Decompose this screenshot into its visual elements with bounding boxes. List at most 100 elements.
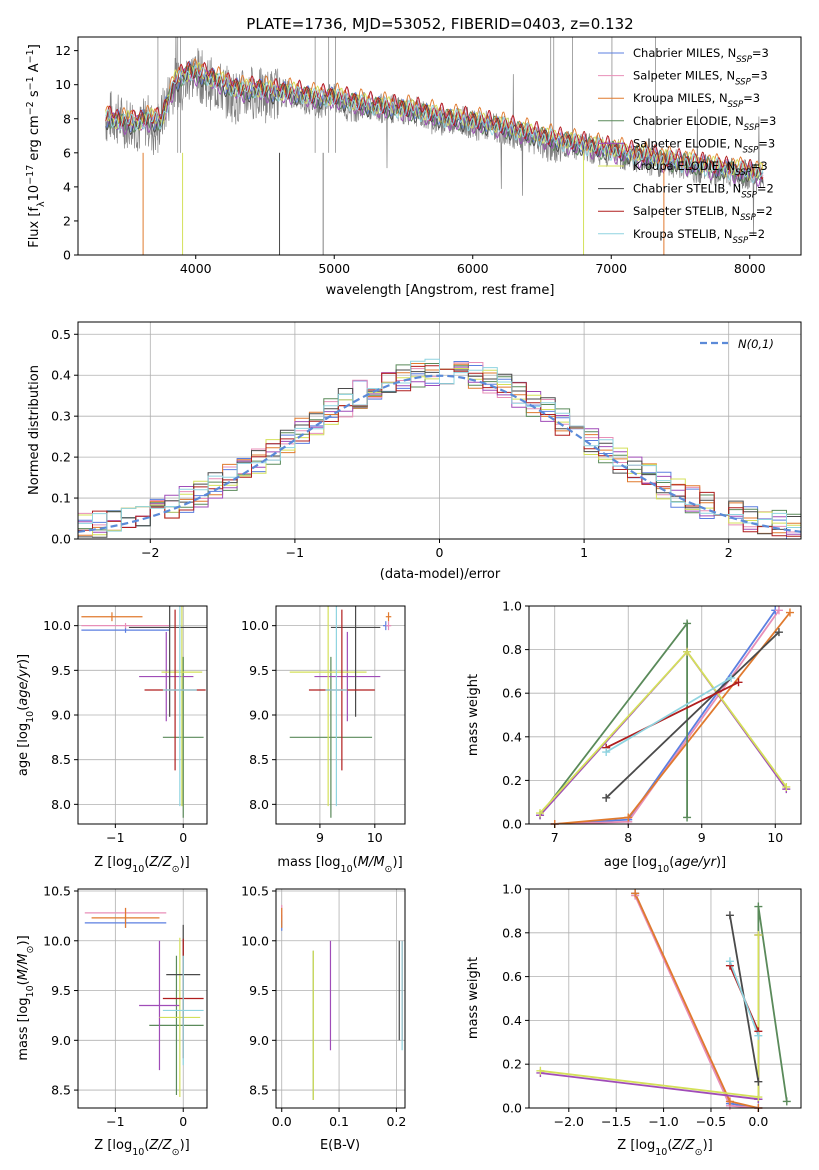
mass-vs-EBV-plot: [281, 904, 403, 1101]
mass-vs-Z-axes: −1 0 8.5 9.0 9.5 10.0 10.5: [43, 883, 208, 1129]
mass-vs-Z-ylabel-part: ⊙: [25, 946, 36, 954]
weight-vs-age-marker: [624, 813, 633, 822]
weight-vs-Z-xtick-label: 0.0: [748, 1114, 768, 1129]
mass-vs-EBV-ytick-label: 9.5: [249, 983, 269, 998]
residuals-xtick-label: −1: [286, 545, 304, 560]
age-vs-mass-axes: 9 10 8.0 8.5 9.0 9.5 10.0: [241, 605, 406, 845]
mass-vs-Z-ylabel-part: M/M: [16, 953, 31, 980]
residuals-xtick-label: 1: [580, 545, 588, 560]
age-vs-Z-axes: −1 0 8.0 8.5 9.0 9.5 10.0: [43, 605, 208, 845]
residuals-axes: −2 −1 0 1 2 0.0 0.1 0.2 0.3 0.4 0.5: [51, 321, 802, 560]
mass-vs-EBV-xtick-label: 0.2: [386, 1114, 406, 1129]
age-vs-mass-xlabel-part: 10: [341, 864, 353, 875]
age-vs-Z-ytick-label: 9.0: [51, 708, 71, 723]
weight-vs-age-frame: [528, 605, 802, 825]
spectrum-frame: [77, 36, 802, 256]
spectrum-xtick-label: 6000: [457, 261, 489, 276]
weight-vs-Z-marker: [754, 902, 763, 911]
spectrum-legend-label: Salpeter ELODIE, NSSP=3: [633, 136, 775, 155]
mass-vs-Z-xlabel-part: ⊙: [172, 1147, 180, 1158]
mass-vs-Z-xlabel-part: 10: [132, 1147, 144, 1158]
spectrum-ytick-label: 6: [63, 145, 71, 160]
mass-vs-EBV-frame: [275, 888, 406, 1109]
weight-vs-age-xtick-label: 9: [698, 830, 706, 845]
age-vs-Z-xlabel-part: ⊙: [172, 864, 180, 875]
weight-vs-Z-xlabel-part: Z/Z: [671, 1138, 695, 1153]
weight-vs-Z-marker: [631, 889, 640, 898]
weight-vs-Z-ytick-label: 0.2: [502, 1057, 522, 1072]
weight-vs-Z-xtick-label: −0.5: [696, 1114, 726, 1129]
mass-vs-EBV-xtick-label: 0.1: [329, 1114, 349, 1129]
residual-xlabel: (data-model)/error: [380, 567, 501, 582]
age-vs-Z-ylabel: age [log10(age/yr)]: [16, 654, 36, 776]
weight-vs-Z-series-line: [634, 893, 759, 1108]
weight-vs-Z-ylabel: mass weight: [466, 957, 481, 1039]
age-vs-Z-ytick-label: 10.0: [43, 618, 71, 633]
age-vs-Z-xtick-label: −1: [106, 830, 124, 845]
spectrum-xtick-label: 8000: [734, 261, 766, 276]
weight-vs-Z-ytick-label: 0.8: [502, 925, 522, 940]
spectrum-xlabel: wavelength [Angstrom, rest frame]: [326, 283, 555, 298]
age-vs-Z-xtick-label: 0: [179, 830, 187, 845]
legend-sub: SSP: [740, 213, 756, 223]
spectrum-ylabel-part: λ: [36, 201, 47, 207]
spectrum-xtick-label: 7000: [595, 261, 627, 276]
weight-vs-age-xlabel: age [log10(age/yr)]: [604, 855, 726, 875]
weight-vs-Z-marker: [782, 1097, 791, 1106]
weight-vs-Z-marker: [754, 930, 763, 939]
mass-vs-EBV-ytick-label: 8.5: [249, 1083, 269, 1098]
weight-vs-Z-xlabel-part: Z [log: [617, 1138, 655, 1153]
weight-vs-age-series-line: [605, 681, 739, 749]
residuals-xtick-label: 0: [436, 545, 444, 560]
weight-vs-age-xlabel-part: 10: [657, 864, 669, 875]
spectrum-ylabel-part: ]: [27, 44, 42, 49]
spectrum-plot: [105, 37, 764, 255]
spectrum-legend-label: Kroupa MILES, NSSP=3: [633, 91, 760, 110]
weight-vs-age-series-line: [605, 677, 732, 753]
weight-vs-Z-xlabel-part: )]: [703, 1138, 713, 1153]
legend-name: Kroupa ELODIE, N: [633, 159, 735, 173]
age-vs-Z-plot: [81, 606, 207, 818]
residual-ylabel: Normed distribution: [27, 365, 42, 495]
age-vs-Z-xlabel-part: 10: [132, 864, 144, 875]
legend-name: Chabrier STELIB, N: [633, 182, 741, 196]
residuals-ytick-label: 0.5: [51, 327, 71, 342]
mass-vs-Z-xlabel: Z [log10(Z/Z⊙)]: [94, 1138, 189, 1158]
age-vs-Z-ytick-label: 9.5: [51, 663, 71, 678]
weight-vs-Z-marker: [536, 1066, 545, 1075]
weight-vs-age-series-line: [539, 650, 788, 814]
mass-vs-Z-ylabel-part: )]: [16, 935, 31, 945]
weight-vs-age-ytick-label: 1.0: [502, 599, 522, 614]
age-vs-Z-xlabel-part: )]: [180, 855, 190, 870]
weight-vs-age-series-line: [539, 650, 788, 816]
age-vs-Z-xlabel-part: Z [log: [94, 855, 132, 870]
age-vs-Z-ylabel-part: age/yr: [16, 662, 31, 705]
residuals-ytick-label: 0.1: [51, 491, 71, 506]
spectrum-ylabel-part: −1: [25, 76, 36, 90]
spectrum-ylabel: Flux [fλ10−17 erg cm−2 s−1 A−1]: [25, 44, 47, 248]
age-vs-Z-ylabel-part: age [log: [16, 723, 31, 776]
spectrum-ylabel-part: −2: [25, 101, 36, 115]
weight-vs-age-marker: [536, 809, 545, 818]
spectrum-xtick-label: 4000: [180, 261, 212, 276]
weight-vs-Z-ytick-label: 1.0: [502, 882, 522, 897]
mass-vs-EBV-ytick-label: 10.0: [241, 933, 269, 948]
residuals-ytick-label: 0.0: [51, 532, 71, 547]
spectrum-axes: 4000 5000 6000 7000 8000 0 2 4 6 8 10 12: [55, 36, 802, 276]
mass-vs-Z-ytick-label: 9.5: [51, 983, 71, 998]
spectrum-ylabel-part: −17: [25, 165, 36, 185]
weight-vs-age-marker: [602, 793, 611, 802]
weight-vs-Z-xlabel-part: ⊙: [695, 1147, 703, 1158]
age-vs-mass-xlabel-part: mass [log: [277, 855, 340, 870]
residuals-plot: [78, 358, 801, 539]
legend-name: Salpeter MILES, N: [633, 69, 735, 83]
age-vs-mass-xtick-label: 9: [316, 830, 324, 845]
mass-vs-EBV-xlabel: E(B-V): [320, 1138, 360, 1153]
age-vs-mass-xlabel: mass [log10(M/M⊙)]: [277, 855, 402, 875]
mass-vs-Z-ylabel-part: (: [16, 980, 31, 985]
weight-vs-age-marker: [782, 782, 791, 791]
weight-vs-Z-axes: −2.0 −1.5 −1.0 −0.5 0.0 0.0 0.2 0.4 0.6 0.8 1.0: [502, 882, 802, 1129]
age-vs-Z-ytick-label: 8.0: [51, 797, 71, 812]
weight-vs-age-marker: [602, 748, 611, 757]
